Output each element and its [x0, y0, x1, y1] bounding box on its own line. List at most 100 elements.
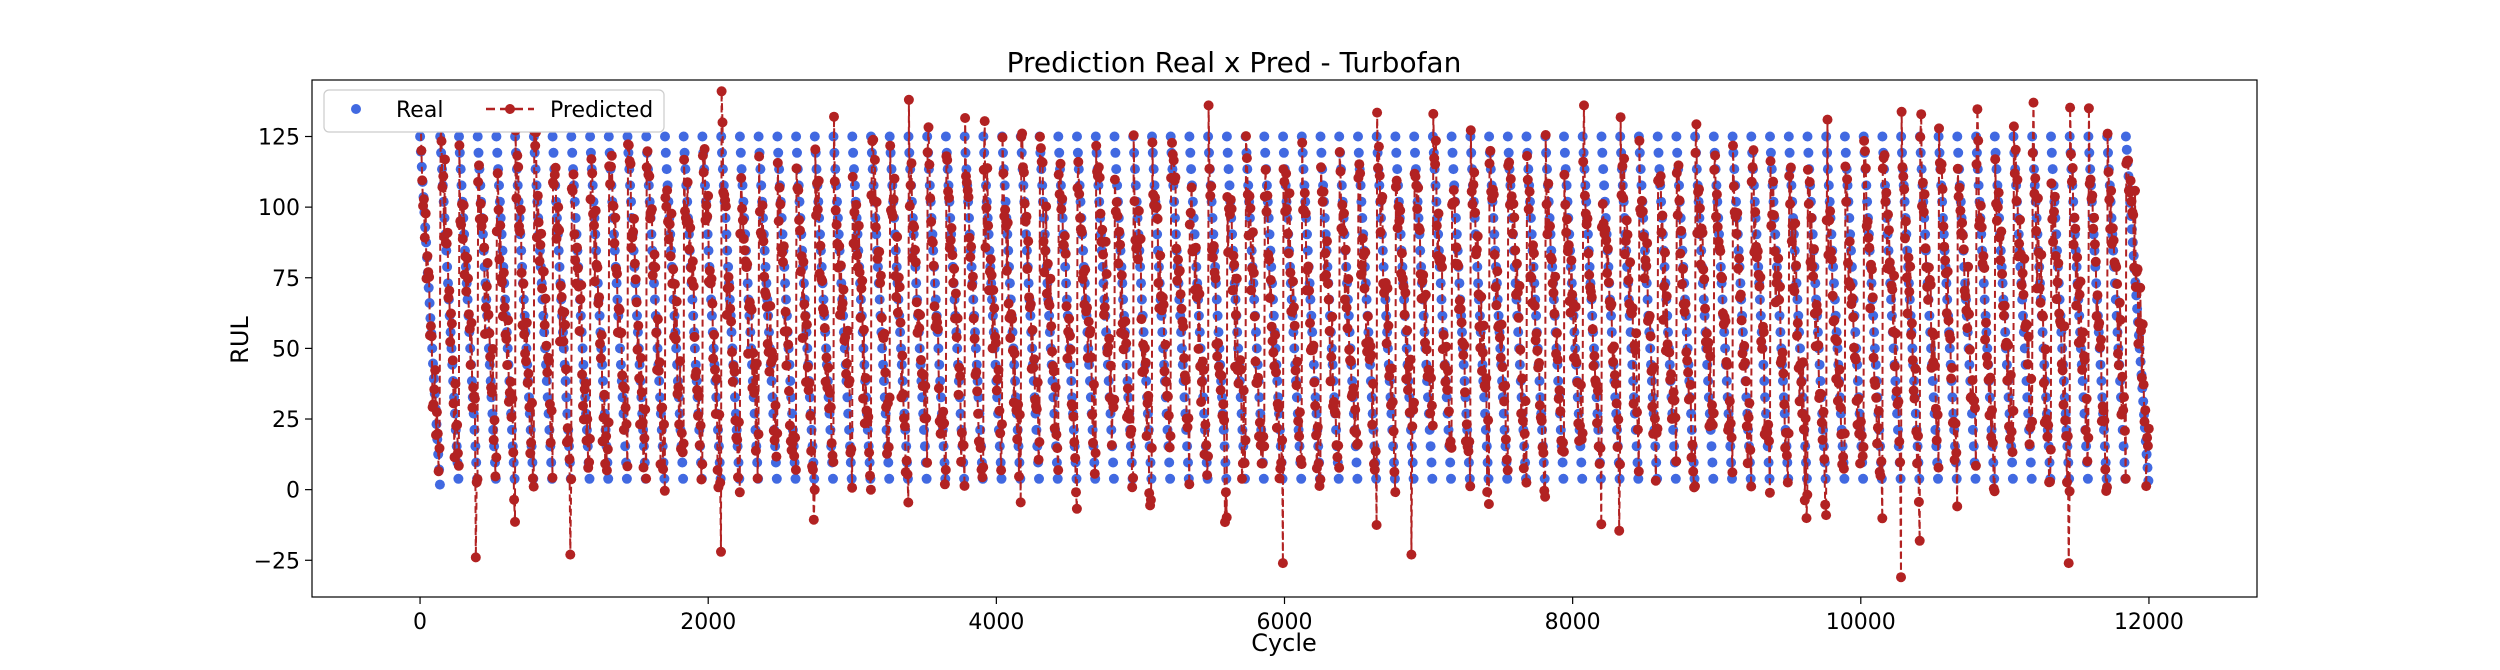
predicted-point: [1460, 387, 1470, 398]
predicted-point: [1040, 245, 1051, 256]
predicted-point: [651, 327, 662, 338]
predicted-point: [1351, 427, 1362, 438]
real-point: [641, 131, 652, 142]
real-point: [864, 457, 875, 468]
predicted-point: [675, 356, 686, 367]
predicted-point: [528, 481, 539, 492]
real-point: [1278, 147, 1289, 158]
predicted-point: [1294, 431, 1305, 442]
real-point: [1839, 131, 1850, 142]
predicted-point: [1005, 333, 1016, 343]
predicted-point: [710, 364, 720, 375]
predicted-point: [1806, 212, 1817, 223]
predicted-point: [1465, 481, 1476, 492]
predicted-point: [1744, 398, 1755, 409]
real-point: [611, 278, 622, 289]
predicted-point: [1890, 328, 1901, 339]
real-point: [1795, 343, 1805, 354]
predicted-point: [895, 317, 906, 328]
predicted-point: [806, 446, 817, 456]
predicted-point: [487, 344, 498, 354]
predicted-point: [1271, 367, 1281, 378]
predicted-point: [1622, 229, 1633, 240]
predicted-point: [1781, 450, 1792, 461]
predicted-point: [1147, 137, 1158, 148]
predicted-point: [424, 272, 435, 282]
predicted-point: [502, 360, 513, 371]
predicted-point: [765, 301, 776, 311]
real-point: [491, 131, 502, 142]
predicted-point: [1321, 270, 1332, 280]
predicted-point: [1652, 423, 1663, 434]
predicted-point: [1087, 409, 1098, 420]
predicted-point: [2049, 206, 2059, 217]
real-point: [1991, 164, 2002, 175]
predicted-point: [488, 434, 499, 445]
real-point: [1890, 376, 1901, 386]
predicted-point: [1951, 447, 1962, 458]
predicted-point: [835, 260, 846, 271]
predicted-point: [1745, 445, 1756, 455]
predicted-point: [950, 288, 961, 299]
predicted-point: [2079, 354, 2090, 365]
predicted-point: [2015, 214, 2025, 225]
real-point: [594, 310, 605, 321]
predicted-point: [959, 480, 970, 491]
predicted-point: [897, 350, 908, 361]
predicted-point: [1863, 232, 1874, 243]
predicted-point: [920, 381, 931, 391]
predicted-point: [773, 216, 784, 227]
predicted-point: [1465, 125, 1476, 136]
predicted-point: [612, 268, 622, 279]
real-point: [1184, 131, 1195, 142]
predicted-point: [2070, 223, 2081, 234]
predicted-point: [751, 358, 762, 369]
predicted-point: [2083, 103, 2094, 114]
predicted-point: [1338, 226, 1349, 237]
predicted-point: [933, 324, 943, 335]
predicted-point: [2048, 236, 2059, 247]
predicted-point: [1970, 403, 1980, 414]
real-point: [678, 131, 689, 142]
predicted-point: [965, 252, 976, 263]
predicted-point: [829, 111, 839, 122]
predicted-point: [659, 419, 669, 430]
predicted-point: [1796, 377, 1807, 388]
predicted-point: [452, 448, 463, 459]
predicted-point: [1655, 171, 1666, 182]
predicted-point: [590, 205, 601, 216]
predicted-point: [501, 334, 512, 344]
real-point: [1176, 343, 1187, 354]
predicted-point: [1850, 354, 1861, 365]
predicted-point: [967, 280, 977, 291]
predicted-point: [1437, 262, 1447, 272]
predicted-point: [1637, 206, 1648, 217]
real-point: [1187, 196, 1198, 207]
predicted-point: [894, 282, 905, 292]
predicted-point: [1855, 416, 1866, 427]
predicted-point: [712, 465, 723, 475]
real-point: [502, 343, 513, 354]
real-point: [1390, 131, 1401, 142]
predicted-point: [1003, 298, 1014, 309]
real-point: [737, 180, 748, 191]
predicted-point: [1918, 207, 1929, 217]
predicted-point: [1218, 399, 1229, 410]
predicted-point: [456, 219, 467, 230]
predicted-point: [1235, 355, 1246, 366]
predicted-point: [1839, 428, 1850, 439]
predicted-point: [1299, 188, 1310, 198]
real-point: [1446, 473, 1456, 484]
predicted-point: [473, 176, 484, 187]
predicted-point: [698, 167, 709, 178]
predicted-point: [1901, 272, 1912, 283]
predicted-point: [852, 250, 862, 261]
predicted-point: [589, 220, 599, 231]
predicted-point: [1838, 463, 1849, 474]
predicted-point: [752, 473, 763, 484]
predicted-point: [1502, 465, 1513, 476]
predicted-point: [1121, 338, 1132, 349]
predicted-point: [1777, 347, 1788, 358]
predicted-point: [1101, 269, 1112, 279]
predicted-point: [1746, 481, 1757, 492]
